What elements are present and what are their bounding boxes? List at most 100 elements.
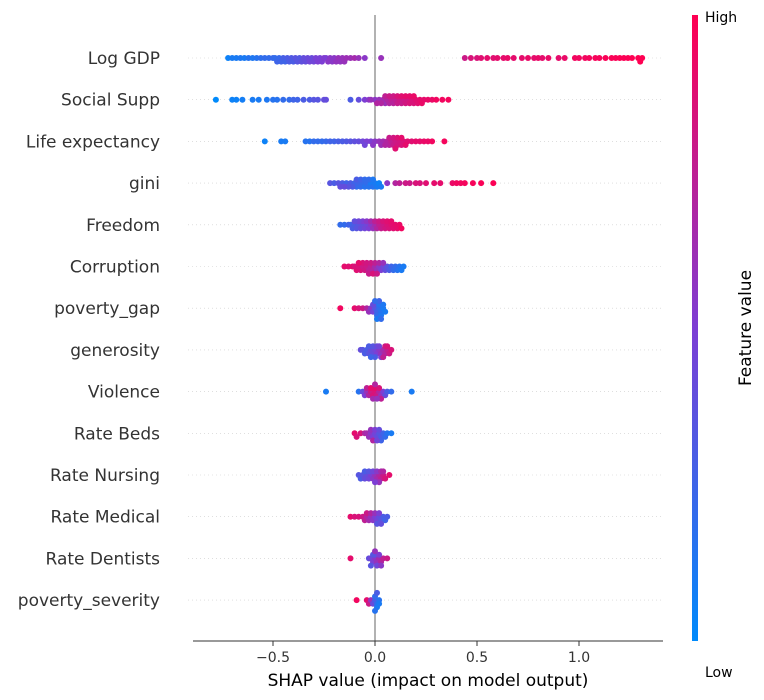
shap-point [372, 298, 378, 304]
shap-point [592, 55, 599, 61]
shap-point [376, 426, 383, 433]
shap-point [343, 138, 350, 145]
shap-point [582, 55, 589, 61]
shap-point [494, 55, 501, 61]
shap-point [367, 218, 374, 225]
feature-label: poverty_severity [18, 591, 160, 611]
shap-point [378, 100, 385, 107]
shap-point [406, 93, 413, 100]
shap-point [365, 176, 372, 183]
shap-point [233, 96, 240, 103]
shap-point [355, 218, 362, 225]
shap-point [388, 388, 395, 395]
shap-point [398, 134, 405, 141]
shap-point [376, 551, 383, 558]
shap-point [351, 55, 358, 61]
shap-point [467, 55, 474, 61]
shap-point [370, 176, 376, 183]
shap-point [249, 96, 256, 103]
shap-point [396, 180, 403, 187]
shap-point [347, 138, 354, 145]
shap-point [539, 55, 546, 61]
shap-point [398, 93, 405, 100]
shap-point [343, 55, 350, 61]
shap-point [374, 437, 380, 444]
shap-point [355, 513, 362, 520]
shap-point [351, 218, 358, 225]
shap-point [518, 55, 525, 61]
shap-point [331, 180, 338, 187]
shap-point [378, 316, 385, 322]
feature-label: Rate Medical [50, 508, 160, 528]
shap-point [372, 510, 378, 517]
shap-point [382, 142, 389, 148]
shap-point [361, 96, 368, 103]
shap-point [367, 385, 374, 391]
shap-point [535, 55, 542, 61]
shap-point [331, 138, 338, 145]
colorbar-low-label: Low [705, 665, 733, 681]
shap-point [363, 218, 370, 225]
shap-point [576, 55, 582, 61]
shap-point [394, 134, 401, 141]
shap-point [376, 298, 383, 304]
shap-point [374, 562, 380, 569]
shap-point [280, 96, 287, 103]
shap-point [355, 259, 362, 266]
shap-point [353, 597, 360, 604]
shap-point [382, 475, 389, 482]
shap-point [410, 93, 417, 100]
shap-point [431, 180, 438, 187]
shap-point [378, 395, 385, 402]
shap-point [376, 479, 383, 486]
shap-point [353, 176, 360, 183]
x-tick-label: 0.0 [364, 650, 386, 666]
shap-point [372, 259, 378, 266]
shap-point [372, 218, 378, 225]
shap-point [639, 55, 646, 61]
shap-point [490, 180, 497, 187]
shap-point [355, 55, 362, 61]
shap-point [429, 138, 436, 145]
feature-label: Rate Beds [74, 424, 160, 444]
feature-label: Freedom [86, 216, 160, 236]
shap-point [449, 180, 456, 187]
shap-point [478, 55, 485, 61]
shap-point [347, 513, 354, 520]
shap-point [323, 96, 329, 103]
shap-point [233, 55, 240, 61]
shap-point [355, 305, 362, 312]
shap-point [378, 562, 385, 569]
feature-label: Rate Nursing [50, 466, 160, 486]
shap-point [423, 180, 429, 187]
x-tick-label: −0.5 [256, 650, 290, 666]
shap-point [376, 385, 383, 391]
shap-point [351, 305, 358, 312]
shap-point [437, 180, 444, 187]
shap-point [372, 426, 378, 433]
shap-point [384, 430, 391, 437]
shap-point [380, 259, 387, 266]
shap-point [306, 96, 313, 103]
shap-point [620, 55, 627, 61]
shap-point [384, 180, 391, 187]
shap-point [412, 138, 419, 145]
shap-point [461, 55, 468, 61]
shap-point [388, 430, 395, 437]
shap-point [337, 183, 344, 190]
shap-point [357, 430, 364, 437]
shap-point [596, 55, 603, 61]
shap-point [365, 270, 372, 277]
shap-point [392, 180, 399, 187]
shap-point [400, 263, 407, 270]
shap-point [510, 55, 517, 61]
shap-point [500, 55, 507, 61]
shap-point [372, 548, 378, 555]
shap-point [484, 55, 491, 61]
shap-point [351, 513, 358, 520]
shap-point [474, 55, 480, 61]
shap-point [380, 354, 387, 361]
shap-point [425, 138, 431, 145]
shap-point [384, 388, 391, 395]
shap-point [612, 55, 619, 61]
